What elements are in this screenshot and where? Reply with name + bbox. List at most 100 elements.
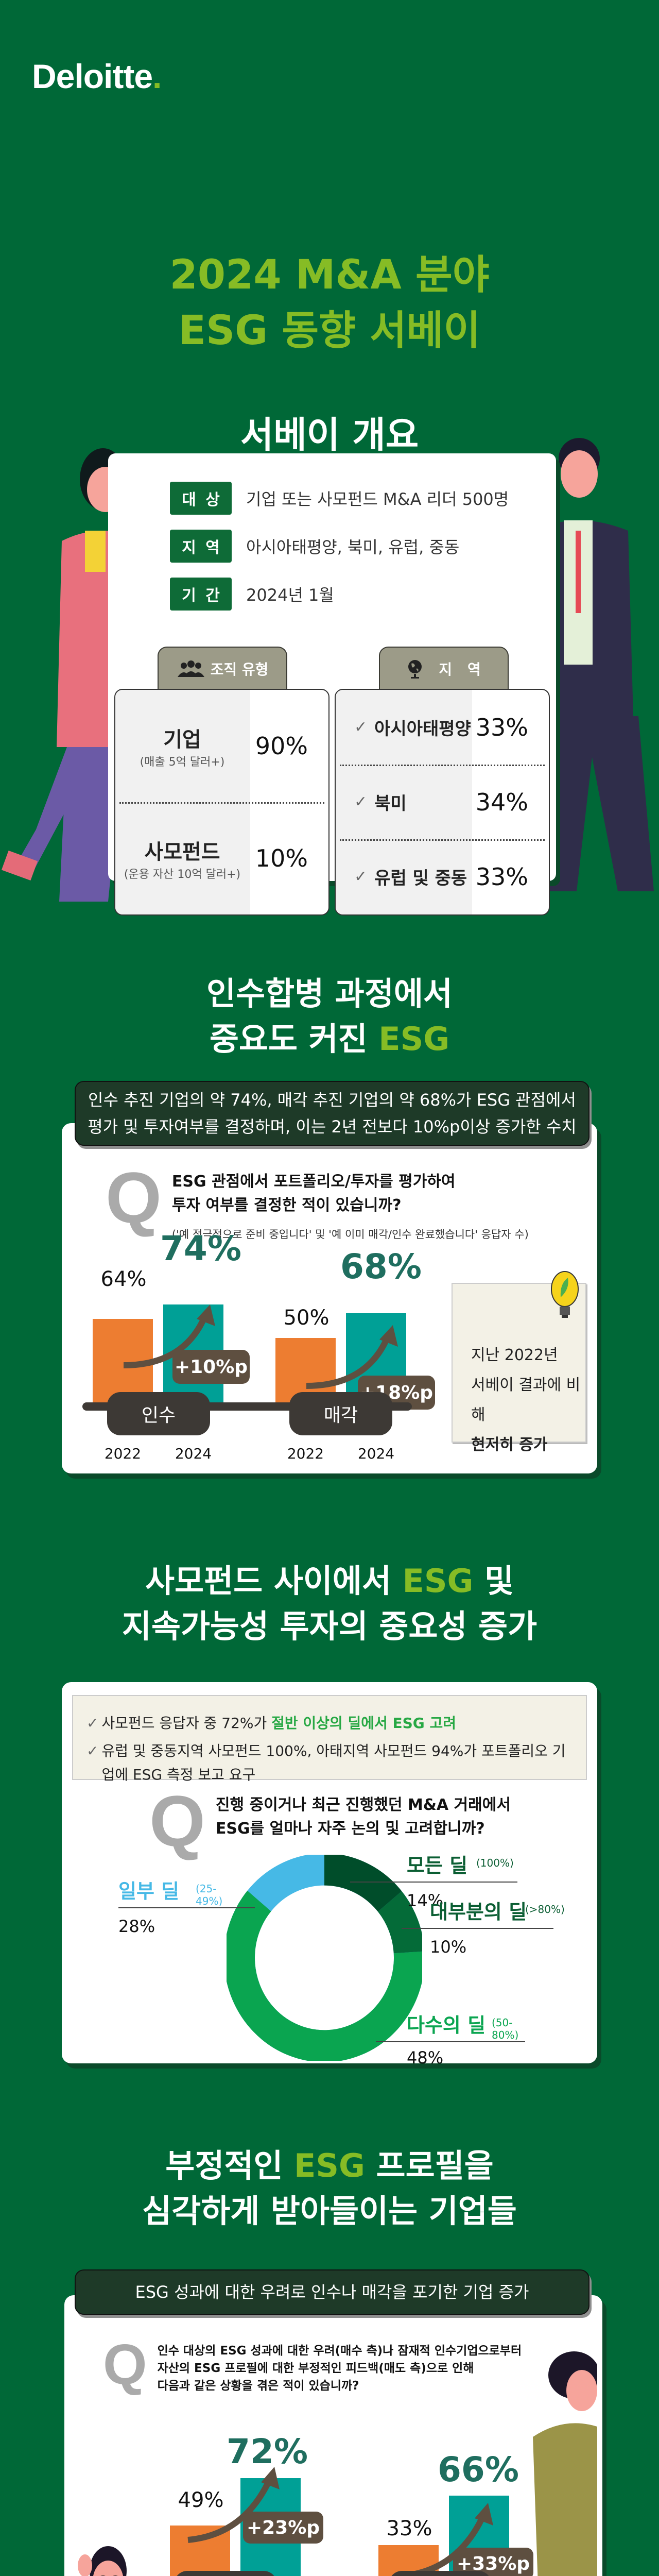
- check-icon: ✓: [354, 868, 368, 886]
- delta-badge: +33%p: [453, 2548, 533, 2576]
- legend-range: (100%): [476, 1857, 514, 1869]
- highlight-item: ✓ 사모펀드 응답자 중 72%가 절반 이상의 딜에서 ESG 고려: [86, 1709, 573, 1737]
- section3-banner: ESG 성과에 대한 우려로 인수나 매각을 포기한 기업 증가: [75, 2269, 589, 2315]
- info-value: 2024년 1월: [246, 585, 334, 605]
- org-type-box: 기업 (매출 5억 달러+) 90% 사모펀드 (운용 자산 10억 달러+) 10…: [114, 689, 330, 916]
- donut-chart: [227, 1855, 422, 2061]
- highlight-item: ✓ 유럽 및 중동지역 사모펀드 100%, 아태지역 사모펀드 94%가 포트폴…: [86, 1737, 573, 1787]
- legend-range: (>80%): [525, 1903, 565, 1916]
- org-type-tab-label: 조직 유형: [210, 661, 269, 678]
- overview-title: 서베이 개요: [240, 414, 419, 456]
- group-label: 인수 포기: [174, 2571, 277, 2576]
- delta-badge: +10%p: [172, 1350, 250, 1384]
- title-highlight: ESG: [402, 1562, 474, 1600]
- increase-arrow-icon: [306, 1325, 398, 1389]
- section2-highlights: ✓ 사모펀드 응답자 중 72%가 절반 이상의 딜에서 ESG 고려 ✓ 유럽 및…: [72, 1695, 587, 1783]
- org-type-tab: 조직 유형: [158, 647, 287, 690]
- info-value: 기업 또는 사모펀드 M&A 리더 500명: [246, 489, 509, 509]
- shade: [336, 690, 472, 914]
- banner-line: 평가 및 투자여부를 결정하며, 이는 2년 전보다 10%p이상 증가한 수치: [88, 1117, 577, 1137]
- legend-name: 모든 딜: [407, 1854, 468, 1877]
- people-icon: [177, 660, 204, 677]
- check-icon: ✓: [86, 1742, 99, 1759]
- section3-title: 부정적인 ESG 프로필을 심각하게 받아들이는 기업들: [0, 2143, 659, 2234]
- legend-value: 28%: [118, 1917, 155, 1936]
- legend-value: 14%: [407, 1891, 444, 1910]
- question-text: ESG 관점에서 포트폴리오/투자를 평가하여 투자 여부를 결정한 적이 있습…: [172, 1167, 529, 1246]
- region-name: 북미: [374, 793, 407, 815]
- org-row: 사모펀드 (운용 자산 10억 달러+) 10%: [115, 802, 328, 914]
- donut-segment-all: [227, 1855, 422, 2061]
- section2-question: Q 진행 중이거나 최근 진행했던 M&A 거래에서 ESG를 얼마나 자주 논…: [149, 1781, 511, 1861]
- year-label: 2024: [357, 1445, 395, 1462]
- main-title: 2024 M&A 분야 ESG 동향 서베이: [0, 247, 659, 359]
- lightbulb-leaf-icon: [551, 1271, 579, 1318]
- highlight-text: 유럽 및 중동지역 사모펀드 100%, 아태지역 사모펀드 94%가 포트폴리…: [101, 1742, 566, 1783]
- question-line: ESG를 얼마나 자주 논의 및 고려합니까?: [215, 1820, 485, 1838]
- title-text: 사모펀드 사이에서: [145, 1562, 403, 1600]
- tag-char: 대: [182, 491, 196, 509]
- question-line: 인수 대상의 ESG 성과에 대한 우려(매수 측)나 잠재적 인수기업으로부터: [157, 2344, 522, 2358]
- question-line: 투자 여부를 결정한 적이 있습니까?: [171, 1196, 402, 1214]
- year-label: 2022: [287, 1445, 324, 1462]
- title-highlight: ESG: [378, 1020, 450, 1058]
- year-label: 2022: [104, 1445, 142, 1462]
- title-text: 및: [473, 1562, 514, 1600]
- highlight-text: 사모펀드 응답자 중 72%가: [101, 1715, 272, 1732]
- legend-all-deals: 모든 딜 (100%) 14%: [350, 1850, 517, 1910]
- legend-most-deals: 대부분의 딜 (>80%) 10%: [402, 1896, 565, 1957]
- logo-dot: .: [152, 57, 162, 95]
- banner-line: 인수 추진 기업의 약 74%, 매각 추진 기업의 약 68%가 ESG 관점…: [88, 1090, 576, 1110]
- title-text: 프로필을: [365, 2147, 494, 2184]
- region-box: ✓ 아시아태평양 33% ✓ 북미 34% ✓ 유럽 및 중동 33%: [335, 689, 550, 916]
- section3-title-line2: 심각하게 받아들이는 기업들: [142, 2192, 517, 2230]
- note-line: 지난 2022년: [471, 1346, 558, 1364]
- org-pct: 90%: [255, 732, 308, 760]
- title-text: 부정적인: [165, 2147, 294, 2184]
- org-label: 기업 (매출 5억 달러+): [115, 723, 249, 769]
- legend-value: 48%: [407, 2048, 444, 2067]
- legend-name: 다수의 딜: [407, 2014, 486, 2037]
- legend-value: 10%: [430, 1937, 467, 1957]
- main-title-line2: ESG 동향 서베이: [178, 308, 481, 354]
- legend-some-deals: 일부 딜 (25-49%) 28%: [118, 1875, 255, 1936]
- org-row: 기업 (매출 5억 달러+) 90%: [115, 690, 328, 802]
- tag-char: 간: [205, 587, 220, 605]
- section2-title: 사모펀드 사이에서 ESG 및 지속가능성 투자의 중요성 증가: [0, 1558, 659, 1649]
- value-2022: 33%: [386, 2517, 432, 2540]
- section2-title-line2: 지속가능성 투자의 중요성 증가: [122, 1607, 537, 1645]
- section2-title-line1: 사모펀드 사이에서 ESG 및: [0, 1558, 659, 1604]
- question-text: 진행 중이거나 최근 진행했던 M&A 거래에서 ESG를 얼마나 자주 논의 …: [216, 1790, 511, 1852]
- question-q-icon: Q: [149, 1781, 205, 1861]
- legend-name: 일부 딜: [118, 1880, 180, 1903]
- leader-line: [118, 1907, 255, 1908]
- globe-icon: [408, 660, 422, 679]
- question-text: 인수 대상의 ESG 성과에 대한 우려(매수 측)나 잠재적 인수기업으로부터…: [158, 2339, 522, 2395]
- logo-text: Deloitte: [32, 57, 153, 95]
- section1-banner: 인수 추진 기업의 약 74%, 매각 추진 기업의 약 68%가 ESG 관점…: [75, 1081, 589, 1146]
- org-name: 기업: [163, 728, 201, 752]
- sticky-note: 지난 2022년 서베이 결과에 비해 현저히 증가: [452, 1271, 586, 1454]
- region-tab: 지 역: [379, 647, 509, 690]
- region-tab-char: 지: [439, 661, 452, 678]
- section3-title-line1: 부정적인 ESG 프로필을: [0, 2143, 659, 2189]
- question-line: 진행 중이거나 최근 진행했던 M&A 거래에서: [215, 1796, 511, 1814]
- org-name: 사모펀드: [144, 840, 220, 864]
- leader-line: [402, 1928, 553, 1929]
- leader-line: [376, 2041, 525, 2042]
- man-glasses-illustration: [78, 2546, 127, 2576]
- group-label: 매각 포기: [389, 2571, 492, 2576]
- highlight-emphasis: 절반 이상의 딜에서 ESG 고려: [271, 1715, 457, 1732]
- tag-char: 역: [205, 539, 220, 557]
- note-emphasis: 현저히 증가: [471, 1436, 548, 1454]
- section1-title-line1: 인수합병 과정에서: [206, 975, 453, 1012]
- check-icon: ✓: [354, 718, 368, 737]
- info-value: 아시아태평양, 북미, 유럽, 중동: [246, 537, 460, 557]
- tag-char: 상: [205, 491, 220, 509]
- check-icon: ✓: [86, 1715, 99, 1732]
- section3-bar-chart: 72% 49% +23%p 66% 33% +33%p 인수 포기 매각 포기 …: [170, 2432, 561, 2576]
